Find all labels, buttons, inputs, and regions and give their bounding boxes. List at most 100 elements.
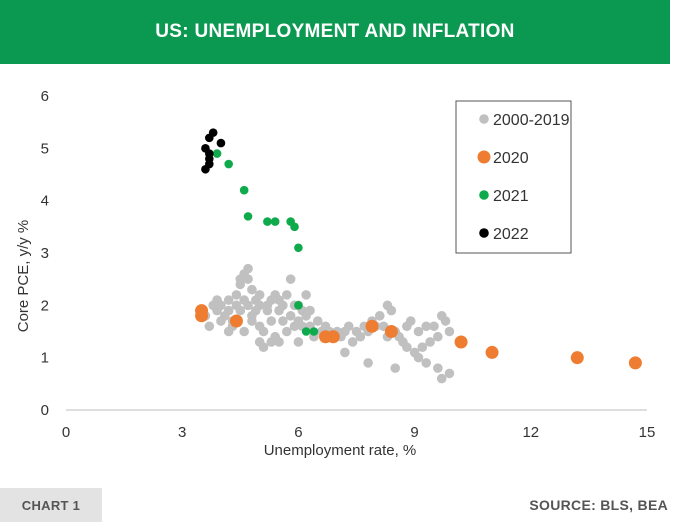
y-tick-label: 3 <box>41 245 49 262</box>
legend-label: 2022 <box>493 226 529 243</box>
data-point <box>421 321 432 332</box>
data-point <box>347 337 358 347</box>
data-point <box>254 300 265 311</box>
data-point <box>223 305 234 316</box>
data-point <box>429 321 439 332</box>
chart-legend: 2000-2019 2020 2021 2022 <box>455 100 572 254</box>
data-point <box>266 316 277 326</box>
x-tick-label: 15 <box>639 424 656 441</box>
data-point <box>224 159 233 169</box>
y-tick-label: 4 <box>41 193 49 210</box>
legend-marker <box>479 190 489 200</box>
data-point <box>247 284 257 295</box>
data-point <box>204 321 215 332</box>
data-point <box>413 326 424 337</box>
data-point <box>628 356 642 370</box>
data-point <box>223 295 234 305</box>
data-point <box>570 351 584 365</box>
data-point <box>305 305 315 316</box>
data-point <box>405 316 416 326</box>
series-2000-2019 <box>200 263 455 384</box>
data-point <box>258 342 269 353</box>
data-point <box>262 305 273 316</box>
x-tick-label: 6 <box>294 424 302 441</box>
data-point <box>274 337 284 347</box>
data-point <box>340 347 350 358</box>
data-point <box>374 311 385 321</box>
data-point <box>201 144 210 153</box>
data-point <box>285 274 296 284</box>
y-tick-label: 0 <box>41 402 49 419</box>
y-tick-label: 2 <box>41 297 49 314</box>
data-point <box>278 300 288 311</box>
y-tick-label: 6 <box>41 88 49 105</box>
data-point <box>326 330 340 344</box>
data-point <box>223 326 234 337</box>
data-point <box>309 327 319 336</box>
data-point <box>212 149 222 158</box>
data-points <box>195 128 642 384</box>
data-point <box>243 263 253 274</box>
data-point <box>485 345 499 359</box>
data-point <box>444 326 455 337</box>
y-tick-label: 5 <box>41 140 49 157</box>
data-point <box>413 352 424 363</box>
data-point <box>281 290 292 300</box>
legend-marker <box>479 114 489 124</box>
legend-label: 2000-2019 <box>493 112 570 129</box>
data-point <box>386 305 397 316</box>
data-point <box>263 217 272 226</box>
data-point <box>278 316 288 326</box>
data-point <box>444 368 455 379</box>
data-point <box>239 326 249 337</box>
data-point <box>281 326 292 337</box>
data-point <box>440 316 451 326</box>
data-point <box>390 363 401 373</box>
data-point <box>294 243 303 253</box>
data-point <box>243 212 253 221</box>
x-tick-label: 9 <box>410 424 418 441</box>
data-point <box>436 373 447 384</box>
data-point <box>235 305 246 316</box>
data-point <box>433 331 443 342</box>
data-point <box>286 217 295 226</box>
x-tick-label: 12 <box>522 424 539 441</box>
data-point <box>243 300 253 311</box>
data-point <box>208 128 218 137</box>
data-point <box>247 316 257 326</box>
chart-title: US: UNEMPLOYMENT AND INFLATION <box>155 21 515 42</box>
legend-marker <box>479 228 489 238</box>
data-point <box>402 342 412 353</box>
y-axis-label: Core PCE, y/y % <box>15 220 32 333</box>
chart-header: US: UNEMPLOYMENT AND INFLATION <box>0 0 670 64</box>
data-point <box>239 185 249 195</box>
x-tick-label: 0 <box>62 424 70 441</box>
y-axis-ticks: 0 1 2 3 4 5 6 <box>41 88 49 419</box>
source-note: SOURCE: BLS, BEA <box>529 497 668 513</box>
data-point <box>417 342 428 353</box>
data-point <box>243 274 253 284</box>
data-point <box>363 358 373 368</box>
data-point <box>216 138 226 148</box>
data-point <box>355 331 366 342</box>
data-point <box>301 290 311 300</box>
data-point <box>343 321 354 332</box>
data-point <box>254 290 265 300</box>
data-point <box>421 358 432 368</box>
data-point <box>195 309 209 323</box>
data-point <box>433 363 443 373</box>
legend-label: 2020 <box>493 150 529 167</box>
x-tick-label: 3 <box>178 424 186 441</box>
data-point <box>425 337 435 347</box>
series-2020 <box>195 304 642 370</box>
data-point <box>231 290 242 300</box>
data-point <box>285 311 296 321</box>
y-tick-label: 1 <box>41 350 49 367</box>
data-point <box>365 319 379 333</box>
data-point <box>294 301 303 310</box>
data-point <box>254 321 265 332</box>
legend-box <box>455 100 572 254</box>
legend-label: 2021 <box>493 188 529 205</box>
